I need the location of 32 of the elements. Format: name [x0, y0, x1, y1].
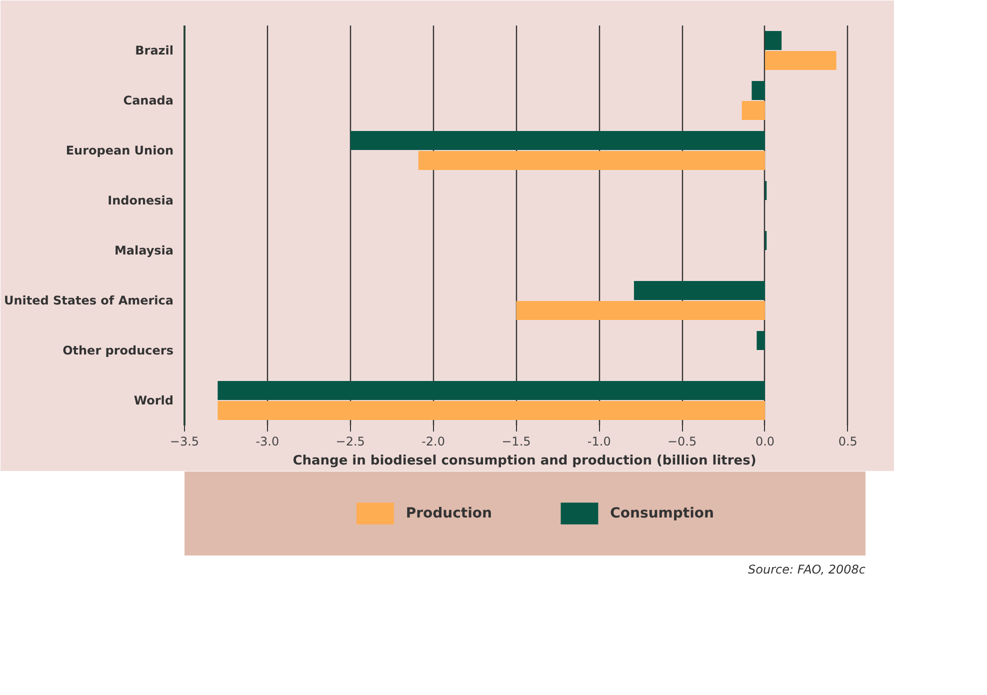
x-tick-label: −3.5 [170, 434, 200, 448]
legend-label: Consumption [610, 506, 714, 522]
bar [516, 301, 765, 320]
bar [634, 281, 765, 300]
bar [218, 381, 765, 400]
bar [350, 131, 765, 150]
y-tick-label: Other producers [62, 344, 174, 358]
x-tick-label: −0.5 [667, 434, 697, 448]
y-tick-label: Indonesia [108, 194, 174, 208]
bar [418, 151, 765, 170]
legend-label: Production [406, 506, 492, 522]
source-note: Source: FAO, 2008c [748, 562, 866, 576]
bar [764, 51, 836, 70]
x-axis-title: Change in biodiesel consumption and production (billion litres) [292, 454, 756, 468]
x-tick-label: -1.0 [587, 434, 611, 448]
y-tick-label: Brazil [135, 44, 174, 58]
y-tick-label: Canada [123, 94, 174, 108]
x-tick-label: −1.5 [502, 434, 531, 448]
y-tick-label: United States of America [4, 294, 174, 308]
bar [742, 101, 765, 120]
x-tick-label: −2.5 [336, 434, 365, 448]
x-tick-label: -3.0 [256, 434, 280, 448]
x-tick-label: 0.0 [755, 434, 775, 448]
bar [218, 401, 765, 420]
bar [764, 31, 782, 50]
y-tick-label: World [134, 394, 174, 408]
x-tick-label: -2.0 [422, 434, 445, 448]
y-tick-label: Malaysia [114, 244, 174, 258]
bar [756, 331, 765, 350]
y-tick-label: European Union [66, 144, 174, 158]
bar [752, 81, 765, 100]
x-tick-label: 0.5 [838, 434, 858, 448]
